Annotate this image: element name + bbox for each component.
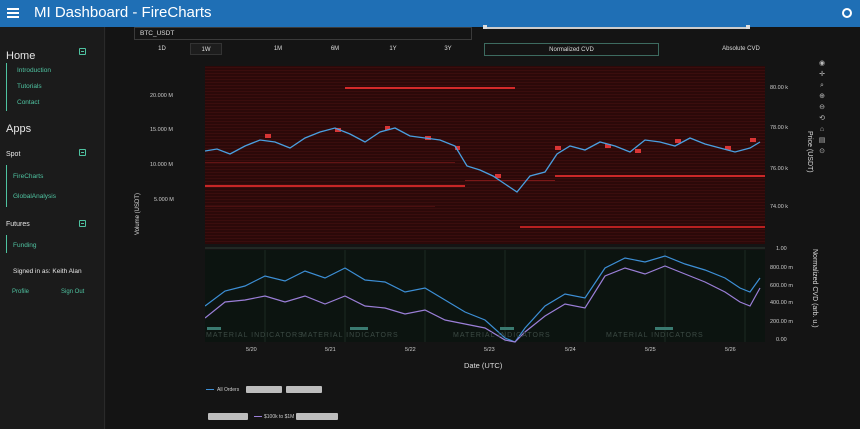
volume-tick-20m: 20.000 M	[150, 93, 173, 99]
timeframe-3y[interactable]: 3Y	[444, 46, 452, 52]
top-app-bar: MI Dashboard - FireCharts	[0, 0, 860, 27]
price-tick-74k: 74.00 k	[770, 204, 789, 210]
futures-links-bar	[6, 235, 7, 253]
cvd-blue-line	[205, 255, 761, 343]
spike-lines-icon[interactable]: ⊙	[819, 148, 825, 155]
timeframe-1y[interactable]: 1Y	[389, 46, 397, 52]
sidebar-item-globalanalysis[interactable]: GlobalAnalysis	[13, 193, 56, 200]
order-blobs	[265, 126, 756, 178]
price-axis-label: Price (USDT)	[806, 131, 813, 173]
order-lines	[205, 87, 765, 228]
cvd-area	[205, 250, 765, 342]
pan-icon[interactable]: ✛	[819, 71, 825, 78]
cvd-purple-line	[205, 265, 761, 343]
cvd-tick-800m: 800.00 m	[770, 265, 793, 271]
futures-collapse-icon[interactable]	[79, 220, 86, 227]
cvd-markers	[207, 327, 673, 330]
legend-chip-1[interactable]	[246, 386, 282, 393]
legend-100k-1m-line	[254, 416, 262, 417]
legend-chip-2[interactable]	[286, 386, 322, 393]
date-tick-0526: 5/26	[725, 347, 736, 353]
watermark-1: MATERIAL INDICATORS	[206, 332, 304, 339]
zoom-in-icon[interactable]: ⊕	[819, 93, 825, 100]
volume-axis-label: Volume (USDT)	[135, 192, 141, 235]
sidebar-heading-futures: Futures	[6, 221, 30, 228]
ticker-select[interactable]: BTC_USDT	[134, 27, 472, 40]
timeframe-6m[interactable]: 6M	[330, 46, 340, 52]
sidebar-item-introduction[interactable]: Introduction	[17, 67, 51, 74]
cvd-tick-400m: 400.00 m	[770, 300, 793, 306]
cvd-axis-label: Normalized CVD (arb. u.)	[811, 249, 818, 328]
cvd-tick-200m: 200.00 m	[770, 319, 793, 325]
settings-circle-icon[interactable]	[842, 8, 852, 18]
price-tick-80k: 80.00 k	[770, 85, 789, 91]
price-tick-76k: 76.00 k	[770, 166, 789, 172]
date-tick-0525: 5/25	[645, 347, 656, 353]
date-tick-0522: 5/22	[405, 347, 416, 353]
cvd-tick-600m: 600.00 m	[770, 283, 793, 289]
heatmap-area	[205, 66, 765, 244]
normalized-cvd-button[interactable]: Normalized CVD	[484, 43, 659, 56]
range-slider-left-handle[interactable]	[483, 25, 487, 29]
signed-in-label: Signed in as: Keith Alan	[13, 268, 82, 275]
sidebar-item-tutorials[interactable]: Tutorials	[17, 83, 42, 90]
absolute-cvd-button[interactable]: Absolute CVD	[722, 46, 760, 52]
legend-chip-4[interactable]	[296, 413, 338, 420]
sidebar-item-firecharts[interactable]: FireCharts	[13, 173, 44, 180]
price-tick-78k: 78.00 k	[770, 125, 789, 131]
cvd-tick-0: 0.00	[776, 337, 787, 343]
legend-100k-to-1m[interactable]: $100k to $1M	[264, 414, 295, 420]
legend-all-orders-line	[206, 389, 214, 390]
date-tick-0520: 5/20	[246, 347, 257, 353]
watermark-3: MATERIAL INDICATORS	[453, 332, 551, 339]
volume-tick-15m: 15.000 M	[150, 127, 173, 133]
home-collapse-icon[interactable]	[79, 48, 86, 55]
autoscale-icon[interactable]: ⟲	[819, 115, 825, 122]
plotly-logo-icon[interactable]: ◉	[818, 60, 826, 67]
timeframe-1d[interactable]: 1D	[158, 46, 166, 52]
sign-out-button[interactable]: Sign Out	[61, 289, 85, 295]
profile-button[interactable]: Profile	[12, 289, 30, 295]
download-icon[interactable]: ▤	[818, 137, 826, 144]
cvd-tick-1: 1.00	[776, 246, 787, 252]
sidebar-item-funding[interactable]: Funding	[13, 242, 37, 249]
timeframe-1w[interactable]: 1W	[190, 43, 222, 55]
timeframe-1m[interactable]: 1M	[273, 46, 283, 52]
spot-collapse-icon[interactable]	[79, 149, 86, 156]
date-tick-0521: 5/21	[325, 347, 336, 353]
main-content: BTC_USDT 1D 1W 1M 6M 1Y 3Y Normalized CV…	[106, 25, 860, 429]
price-line	[205, 127, 761, 193]
legend-all-orders[interactable]: All Orders	[217, 387, 240, 393]
reset-axes-icon[interactable]: ⌂	[819, 126, 825, 133]
app-title: MI Dashboard - FireCharts	[34, 4, 212, 21]
legend-chip-3[interactable]	[208, 413, 248, 420]
sidebar-item-contact[interactable]: Contact	[17, 99, 40, 106]
volume-tick-10m: 10.000 M	[150, 162, 173, 168]
volume-tick-5m: 5.000 M	[154, 197, 174, 203]
range-slider-right-handle[interactable]	[746, 25, 750, 29]
home-links-bar	[6, 63, 7, 111]
watermark-2: MATERIAL INDICATORS	[301, 332, 399, 339]
sidebar-heading-apps: Apps	[6, 123, 32, 135]
menu-icon[interactable]	[7, 8, 19, 18]
sidebar: Home Introduction Tutorials Contact Apps…	[0, 27, 105, 429]
zoom-out-icon[interactable]: ⊖	[819, 104, 825, 111]
sidebar-heading-home: Home	[6, 50, 36, 62]
sidebar-heading-spot: Spot	[6, 151, 21, 158]
x-axis-label: Date (UTC)	[464, 361, 503, 370]
range-slider-track[interactable]	[484, 27, 748, 29]
spot-links-bar	[6, 165, 7, 207]
date-tick-0524: 5/24	[565, 347, 576, 353]
zoom-icon[interactable]: ⌕	[820, 82, 824, 89]
watermark-4: MATERIAL INDICATORS	[606, 332, 704, 339]
firechart-plot[interactable]	[205, 66, 765, 370]
date-tick-0523: 5/23	[484, 347, 495, 353]
